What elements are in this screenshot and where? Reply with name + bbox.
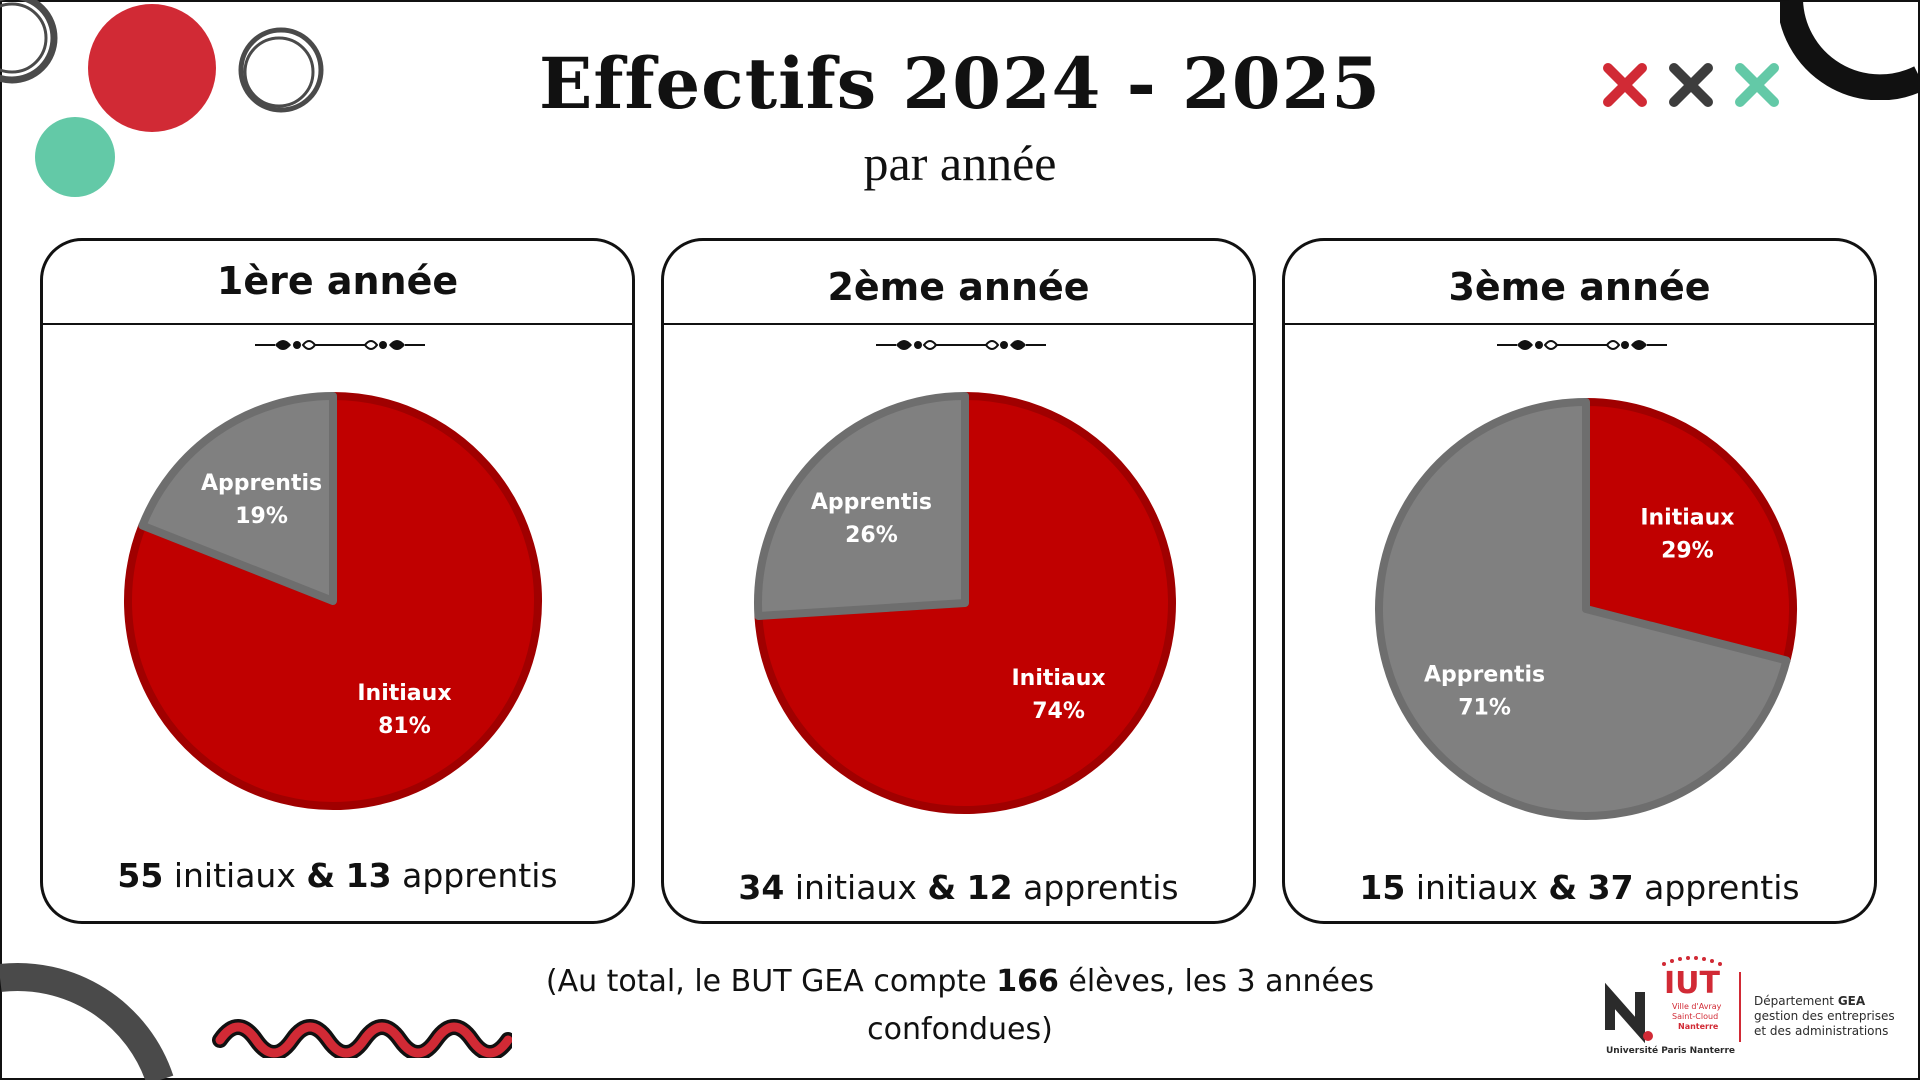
card-summary: 55 initiaux & 13 apprentis	[43, 856, 632, 895]
university-name: Université Paris Nanterre	[1606, 1046, 1736, 1056]
count-initiaux: 55	[117, 856, 164, 895]
card-year-3: 3ème année Initiaux 29% Apprentis 71% 15 in…	[1282, 238, 1877, 924]
pie-slice-initiaux	[1582, 398, 1797, 665]
logo-area: IUT Ville d'Avray Saint-Cloud Nanterre U…	[1600, 950, 1910, 1060]
slice-value-initiaux: 29%	[1661, 538, 1714, 563]
label-initiaux: initiaux	[173, 856, 296, 895]
slice-value-initiaux: 74%	[1032, 699, 1085, 724]
card-year-1: 1ère année Initiaux 81% Apprentis 19% 55 in…	[40, 238, 635, 924]
slice-label-initiaux: Initiaux	[1011, 666, 1105, 691]
department-line-3: et des administrations	[1754, 1024, 1889, 1038]
university-logo	[1605, 956, 1741, 1044]
slice-label-apprentis: Apprentis	[1424, 663, 1545, 688]
count-apprentis: 13	[345, 856, 392, 895]
iut-sub-3: Nanterre	[1678, 1022, 1719, 1031]
slice-label-apprentis: Apprentis	[811, 490, 932, 515]
slice-value-initiaux: 81%	[378, 714, 431, 739]
footer-suffix: élèves, les 3 années	[1068, 964, 1375, 999]
count-apprentis: 12	[966, 868, 1013, 907]
label-apprentis: apprentis	[402, 856, 558, 895]
page-title: Effectifs 2024 - 2025	[539, 42, 1381, 125]
ampersand: &	[927, 868, 957, 907]
pie-slice-apprentis	[754, 392, 969, 620]
page-subtitle: par année	[863, 135, 1057, 191]
iut-label: IUT	[1664, 966, 1720, 1001]
pie-chart-year-2: Initiaux 74% Apprentis 26%	[754, 392, 1176, 814]
count-initiaux: 34	[738, 868, 785, 907]
count-initiaux: 15	[1359, 868, 1406, 907]
count-apprentis: 37	[1587, 868, 1634, 907]
footer-note: (Au total, le BUT GEA compte 166 élèves,…	[470, 958, 1450, 1054]
footer-total: 166	[996, 964, 1059, 999]
ampersand: &	[1548, 868, 1578, 907]
decor-circles-top-left	[0, 0, 324, 197]
decor-arc-top-right	[1780, 0, 1920, 100]
label-apprentis: apprentis	[1644, 868, 1800, 907]
footer-line-1: (Au total, le BUT GEA compte 166 élèves,…	[470, 958, 1450, 1006]
decor-arc-bottom-left	[0, 962, 174, 1080]
close-icon-red	[1603, 63, 1647, 107]
label-apprentis: apprentis	[1023, 868, 1179, 907]
slice-label-apprentis: Apprentis	[201, 471, 322, 496]
card-title: 2ème année	[827, 265, 1090, 309]
card-year-2: 2ème année Initiaux 74% Apprentis 26% 34 in…	[661, 238, 1256, 924]
slice-label-initiaux: Initiaux	[1640, 505, 1734, 530]
label-initiaux: initiaux	[794, 868, 917, 907]
pie-chart-year-3: Initiaux 29% Apprentis 71%	[1375, 398, 1797, 820]
department-acronym: GEA	[1837, 994, 1866, 1008]
department-line-1: Département GEA	[1754, 994, 1895, 1009]
slice-label-initiaux: Initiaux	[357, 681, 451, 706]
card-title: 1ère année	[216, 259, 459, 303]
pie-slice-apprentis	[1375, 398, 1791, 820]
department-name: Département GEA gestion des entreprises …	[1754, 994, 1895, 1039]
divider	[664, 323, 1253, 325]
card-title: 3ème année	[1448, 265, 1711, 309]
divider	[43, 323, 632, 325]
iut-sub-2: Saint-Cloud	[1672, 1012, 1719, 1021]
close-icon-dark	[1669, 63, 1713, 107]
card-summary: 34 initiaux & 12 apprentis	[664, 868, 1253, 907]
department-prefix: Département	[1754, 994, 1834, 1008]
label-initiaux: initiaux	[1415, 868, 1538, 907]
slice-value-apprentis: 26%	[845, 523, 898, 548]
divider	[1285, 323, 1874, 325]
slice-value-apprentis: 19%	[235, 504, 288, 529]
pie-slice-apprentis	[138, 392, 337, 605]
department-line-2: gestion des entreprises	[1754, 1009, 1895, 1023]
slice-value-apprentis: 71%	[1458, 696, 1511, 721]
close-icon-green	[1735, 63, 1779, 107]
iut-sub-1: Ville d'Avray	[1672, 1002, 1722, 1011]
pie-chart-year-1: Initiaux 81% Apprentis 19%	[124, 392, 542, 810]
footer-line-2: confondues)	[867, 1012, 1053, 1047]
card-summary: 15 initiaux & 37 apprentis	[1285, 868, 1874, 907]
decor-wave	[212, 1019, 512, 1058]
footer-prefix: (Au total, le BUT GEA compte	[545, 964, 987, 999]
ampersand: &	[306, 856, 336, 895]
